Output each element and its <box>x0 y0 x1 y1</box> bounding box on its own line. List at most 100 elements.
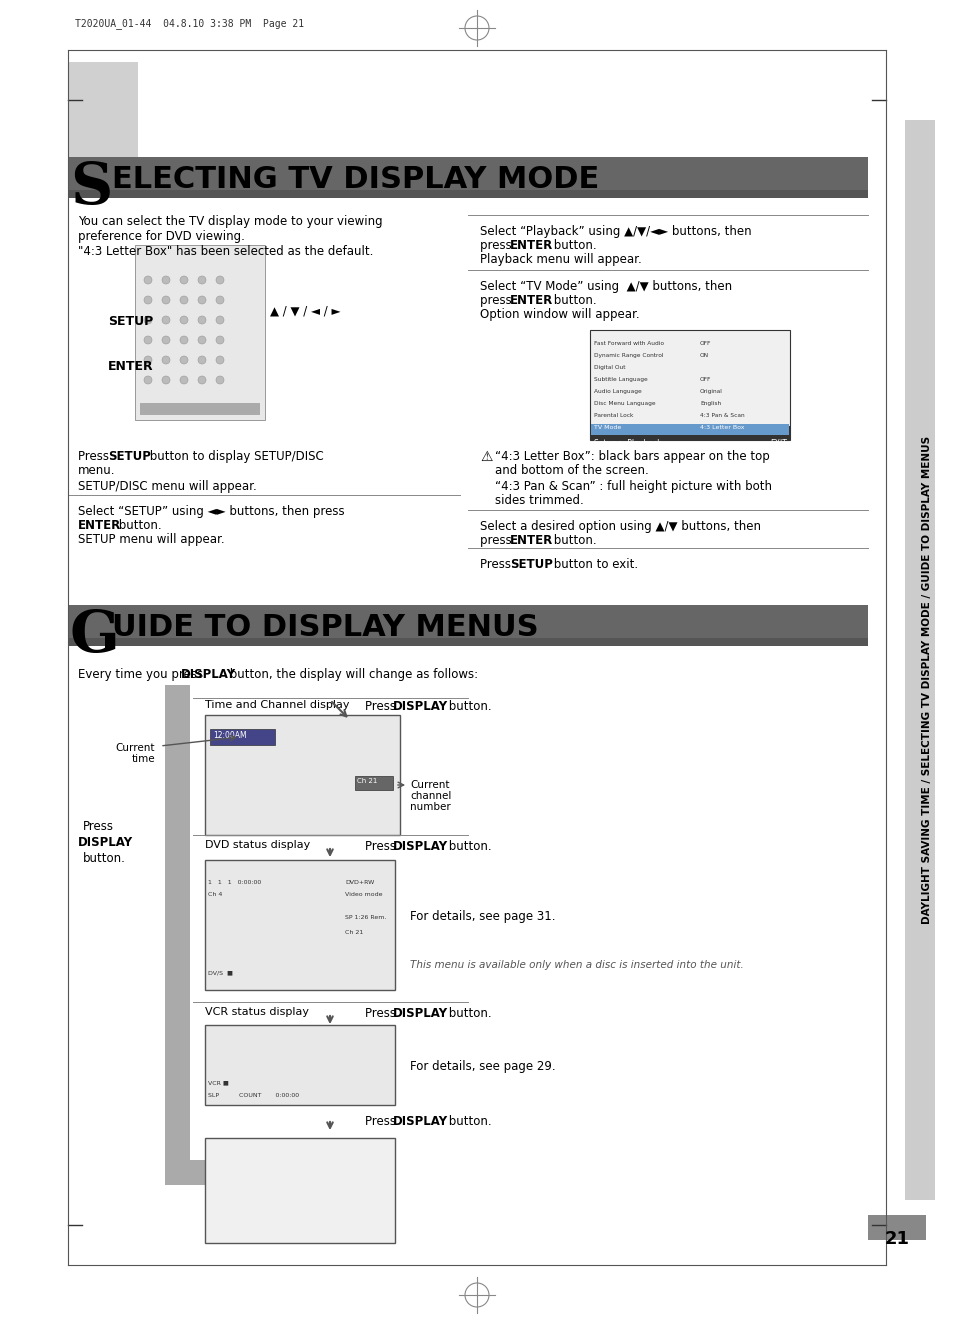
Circle shape <box>162 376 170 384</box>
Text: Press: Press <box>365 1007 399 1020</box>
Circle shape <box>215 296 224 304</box>
Text: For details, see page 31.: For details, see page 31. <box>410 910 555 923</box>
Bar <box>205 1026 395 1106</box>
Text: 1   1   1   0:00:00: 1 1 1 0:00:00 <box>208 880 261 884</box>
Circle shape <box>198 336 206 344</box>
Bar <box>135 245 265 420</box>
Text: Select “SETUP” using ◄► buttons, then press: Select “SETUP” using ◄► buttons, then pr… <box>78 505 344 518</box>
Circle shape <box>162 296 170 304</box>
Text: button.: button. <box>83 852 126 864</box>
Text: button to display SETUP/DISC: button to display SETUP/DISC <box>146 450 323 464</box>
Text: SETUP/DISC menu will appear.: SETUP/DISC menu will appear. <box>78 480 256 493</box>
Circle shape <box>198 276 206 284</box>
Circle shape <box>215 376 224 384</box>
Text: DAYLIGHT SAVING TIME / SELECTING TV DISPLAY MODE / GUIDE TO DISPLAY MENUS: DAYLIGHT SAVING TIME / SELECTING TV DISP… <box>921 436 931 924</box>
Text: English: English <box>700 401 720 406</box>
Text: ENTER: ENTER <box>510 294 553 306</box>
Text: Ch 4: Ch 4 <box>208 892 222 896</box>
Text: number: number <box>410 802 450 813</box>
Circle shape <box>215 276 224 284</box>
Text: time: time <box>132 754 154 765</box>
Text: 4:3 Pan & Scan: 4:3 Pan & Scan <box>700 413 744 418</box>
Text: Press: Press <box>78 450 112 464</box>
Text: SP 1:26 Rem.: SP 1:26 Rem. <box>345 915 386 920</box>
Text: Ch 21: Ch 21 <box>356 778 377 785</box>
Text: SLP          COUNT       0:00:00: SLP COUNT 0:00:00 <box>208 1094 299 1098</box>
Text: Press: Press <box>365 701 399 713</box>
Circle shape <box>198 356 206 364</box>
Circle shape <box>215 316 224 324</box>
Circle shape <box>180 356 188 364</box>
Text: Original: Original <box>700 389 722 394</box>
Bar <box>68 610 138 639</box>
Text: Parental Lock: Parental Lock <box>594 413 633 418</box>
Bar <box>904 120 934 1200</box>
Bar <box>68 190 867 198</box>
Text: preference for DVD viewing.: preference for DVD viewing. <box>78 230 245 242</box>
Text: Subtitle Language: Subtitle Language <box>594 377 647 382</box>
Circle shape <box>162 276 170 284</box>
Text: ⚠: ⚠ <box>479 450 492 464</box>
Text: OFF: OFF <box>700 341 711 346</box>
Bar <box>165 1160 385 1185</box>
Text: SETUP: SETUP <box>510 558 553 571</box>
Circle shape <box>144 296 152 304</box>
Text: press: press <box>479 534 515 547</box>
Text: 21: 21 <box>883 1229 908 1248</box>
Bar <box>210 729 274 745</box>
Text: DISPLAY: DISPLAY <box>78 836 133 848</box>
Text: button.: button. <box>444 1007 491 1020</box>
Text: Option window will appear.: Option window will appear. <box>479 308 639 321</box>
Bar <box>590 424 788 436</box>
Text: Current: Current <box>410 781 449 790</box>
Text: "4:3 Letter Box" has been selected as the default.: "4:3 Letter Box" has been selected as th… <box>78 245 373 258</box>
Text: DISPLAY: DISPLAY <box>181 669 236 681</box>
Text: Fast Forward with Audio: Fast Forward with Audio <box>594 341 663 346</box>
Bar <box>68 157 867 194</box>
Circle shape <box>198 296 206 304</box>
Text: press: press <box>479 238 515 252</box>
Circle shape <box>144 376 152 384</box>
Text: ENTER: ENTER <box>510 534 553 547</box>
Circle shape <box>180 316 188 324</box>
Bar <box>205 1138 395 1243</box>
Circle shape <box>162 316 170 324</box>
Text: sides trimmed.: sides trimmed. <box>495 494 583 507</box>
Text: VCR status display: VCR status display <box>205 1007 309 1018</box>
Circle shape <box>144 276 152 284</box>
Text: DISPLAY: DISPLAY <box>393 840 448 852</box>
Text: Video mode: Video mode <box>345 892 382 896</box>
Text: Press: Press <box>365 840 399 852</box>
Text: “4:3 Letter Box”: black bars appear on the top: “4:3 Letter Box”: black bars appear on t… <box>495 450 769 464</box>
Text: Time and Channel display: Time and Channel display <box>205 701 349 710</box>
Text: DVD status display: DVD status display <box>205 840 310 850</box>
Text: Select “TV Mode” using  ▲/▼ buttons, then: Select “TV Mode” using ▲/▼ buttons, then <box>479 280 731 293</box>
Text: Ch 21: Ch 21 <box>345 930 363 935</box>
Circle shape <box>162 336 170 344</box>
Circle shape <box>180 276 188 284</box>
Text: Press: Press <box>365 1115 399 1128</box>
Text: TV Mode: TV Mode <box>594 425 620 430</box>
Text: This menu is available only when a disc is inserted into the unit.: This menu is available only when a disc … <box>410 960 743 970</box>
Text: and bottom of the screen.: and bottom of the screen. <box>495 464 648 477</box>
Text: DVD+RW: DVD+RW <box>345 880 374 884</box>
Text: S: S <box>70 160 112 216</box>
Bar <box>68 605 867 643</box>
Text: “4:3 Pan & Scan” : full height picture with both: “4:3 Pan & Scan” : full height picture w… <box>495 480 771 493</box>
Text: SETUP: SETUP <box>108 450 151 464</box>
Text: button to exit.: button to exit. <box>550 558 638 571</box>
Circle shape <box>215 336 224 344</box>
Bar <box>68 63 138 190</box>
Text: Select “Playback” using ▲/▼/◄► buttons, then: Select “Playback” using ▲/▼/◄► buttons, … <box>479 225 751 238</box>
Text: DISPLAY: DISPLAY <box>393 1007 448 1020</box>
Text: SETUP: SETUP <box>108 314 153 328</box>
Text: VCR ■: VCR ■ <box>208 1080 229 1086</box>
Text: T2020UA_01-44  04.8.10 3:38 PM  Page 21: T2020UA_01-44 04.8.10 3:38 PM Page 21 <box>75 19 304 29</box>
Circle shape <box>215 356 224 364</box>
Text: button.: button. <box>550 294 596 306</box>
Bar <box>140 404 260 416</box>
Text: button.: button. <box>115 519 161 531</box>
Circle shape <box>144 336 152 344</box>
Text: ▲ / ▼ / ◄ / ►: ▲ / ▼ / ◄ / ► <box>270 305 340 318</box>
Circle shape <box>162 356 170 364</box>
